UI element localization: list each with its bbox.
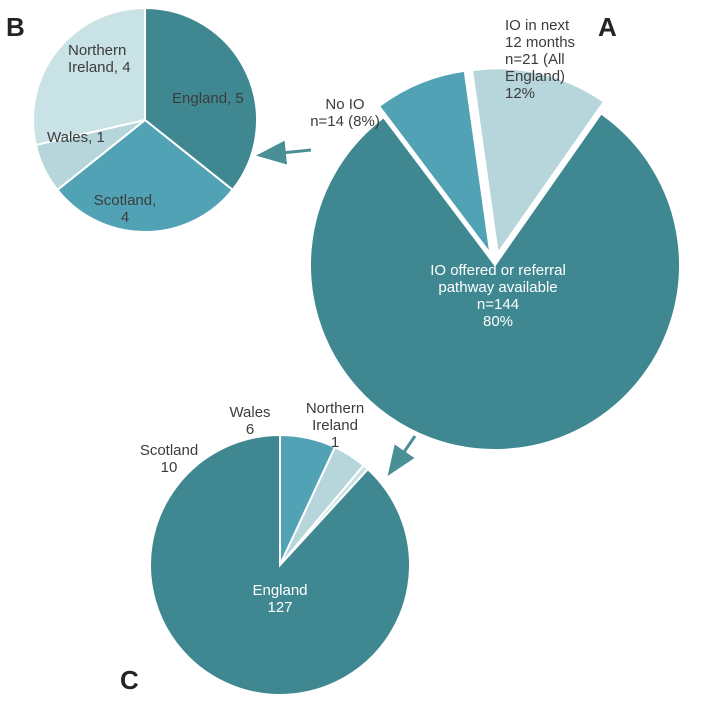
- arrow: [262, 150, 311, 155]
- slice-label: England, 5: [172, 90, 244, 107]
- slice-label: Wales, 1: [47, 129, 105, 146]
- panel-letter-A: A: [598, 12, 617, 43]
- panel-letter-C: C: [120, 665, 139, 696]
- pie-slice: [33, 8, 145, 145]
- slice-label: Wales6: [229, 404, 270, 438]
- slice-label: No IOn=14 (8%): [310, 96, 380, 130]
- slice-label: NorthernIreland, 4: [68, 42, 131, 76]
- figure-svg: IO offered or referralpathway availablen…: [0, 0, 707, 705]
- panel-letter-B: B: [6, 12, 25, 43]
- arrow: [391, 436, 415, 471]
